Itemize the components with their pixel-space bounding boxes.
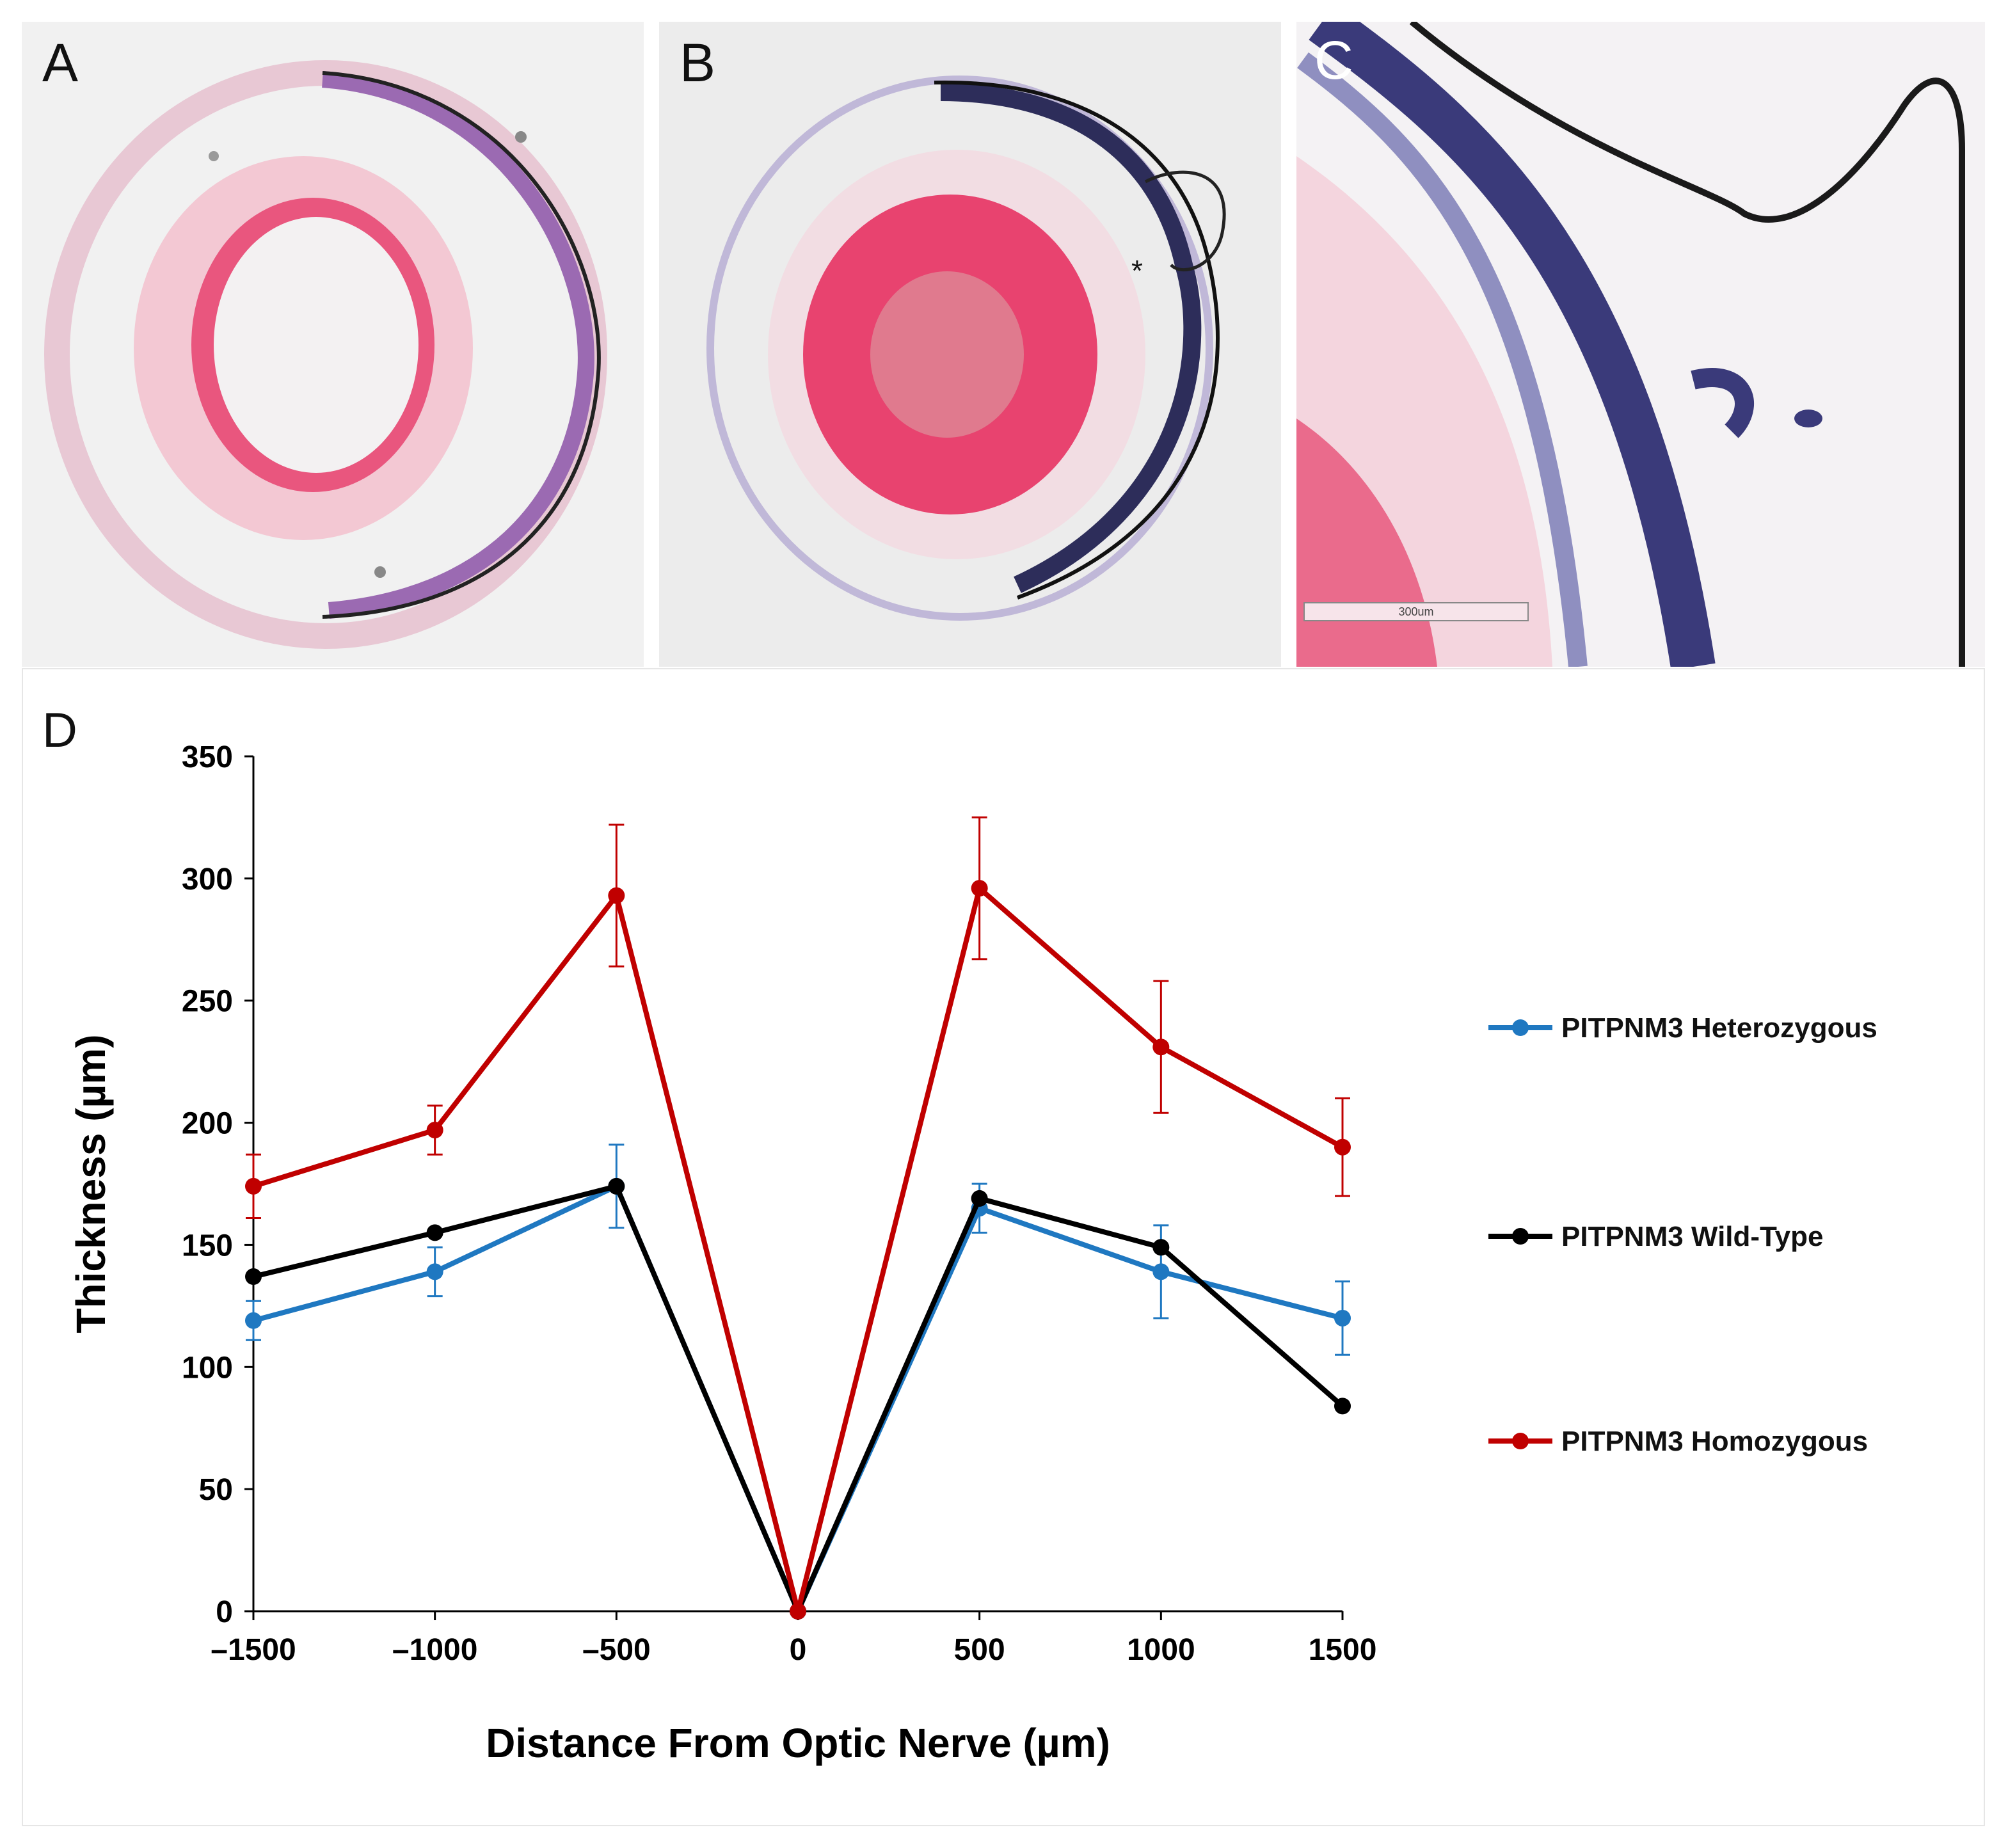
y-tick-label: 50 (199, 1473, 233, 1507)
data-point-pitpnm3-heterozygous (245, 1312, 262, 1329)
panel-b-micrograph: B * (659, 22, 1281, 667)
legend-marker-pitpnm3-wild-type (1512, 1228, 1529, 1245)
panel-c-micrograph: 300um C (1296, 22, 1985, 667)
y-tick-label: 250 (182, 985, 233, 1019)
data-point-pitpnm3-heterozygous (1334, 1309, 1351, 1326)
x-tick-label: –1500 (211, 1633, 296, 1667)
panel-letter-d: D (42, 703, 77, 758)
thickness-line-chart: 0 50 100 150 200 250 300 350 –1500 –1000 –500 0 500 1… (68, 740, 1877, 1766)
panel-d-chart: D 0 50 100 150 200 250 300 350 –1500 –1000 –500 0 50… (22, 668, 1985, 1826)
series-line-pitpnm3-heterozygous (252, 1183, 1343, 1614)
y-tick-label: 350 (182, 740, 233, 774)
panel-letter-b: B (680, 33, 716, 93)
series-line-pitpnm3-wild-type (253, 1183, 1344, 1614)
data-point-pitpnm3-heterozygous (426, 1263, 443, 1280)
data-point-pitpnm3-wild-type (1334, 1398, 1351, 1415)
panel-letter-c: C (1314, 30, 1353, 90)
legend-label-pitpnm3-heterozygous: PITPNM3 Heterozygous (1561, 1012, 1877, 1044)
x-tick-label: 1500 (1309, 1633, 1377, 1667)
data-point-pitpnm3-wild-type (608, 1177, 625, 1195)
data-point-pitpnm3-homozygous (608, 887, 625, 904)
data-point-pitpnm3-homozygous (790, 1603, 806, 1620)
x-tick-label: 500 (954, 1633, 1005, 1667)
data-point-pitpnm3-wild-type (971, 1190, 988, 1207)
panel-c-retina-detail: 300um (1296, 22, 1985, 667)
series-line-pitpnm3-homozygous (252, 886, 1344, 1614)
y-tick-label: 150 (182, 1229, 233, 1263)
data-point-pitpnm3-homozygous (1152, 1039, 1170, 1056)
y-tick-label: 300 (182, 863, 233, 896)
data-point-pitpnm3-wild-type (426, 1224, 443, 1241)
y-tick-label: 100 (182, 1351, 233, 1385)
data-point-pitpnm3-wild-type (245, 1268, 262, 1286)
legend-label-pitpnm3-homozygous: PITPNM3 Homozygous (1561, 1426, 1868, 1457)
panel-b-eye-section (659, 22, 1281, 667)
panel-letter-a: A (42, 33, 79, 93)
asterisk-marker: * (1131, 254, 1143, 287)
panel-a-micrograph: A (22, 22, 644, 667)
panel-a-eye-section (22, 22, 644, 667)
data-point-pitpnm3-homozygous (1334, 1138, 1351, 1156)
y-tick-label: 0 (216, 1595, 233, 1629)
data-point-pitpnm3-heterozygous (1152, 1263, 1170, 1280)
y-tick-label: 200 (182, 1107, 233, 1141)
legend-label-pitpnm3-wild-type: PITPNM3 Wild-Type (1561, 1221, 1823, 1252)
x-tick-label: –500 (582, 1633, 651, 1667)
x-tick-label: 0 (790, 1633, 807, 1667)
legend-marker-pitpnm3-homozygous (1512, 1433, 1529, 1449)
x-tick-label: –1000 (392, 1633, 477, 1667)
legend-marker-pitpnm3-heterozygous (1512, 1019, 1529, 1036)
data-point-pitpnm3-homozygous (426, 1122, 443, 1139)
data-point-pitpnm3-homozygous (971, 880, 988, 897)
x-tick-label: 1000 (1127, 1633, 1195, 1667)
x-axis-title: Distance From Optic Nerve (µm) (486, 1720, 1110, 1766)
data-point-pitpnm3-wild-type (1152, 1239, 1170, 1256)
scale-bar-label: 300um (1398, 605, 1433, 618)
data-point-pitpnm3-homozygous (245, 1177, 262, 1195)
y-axis-title: Thickness (µm) (68, 1034, 114, 1333)
